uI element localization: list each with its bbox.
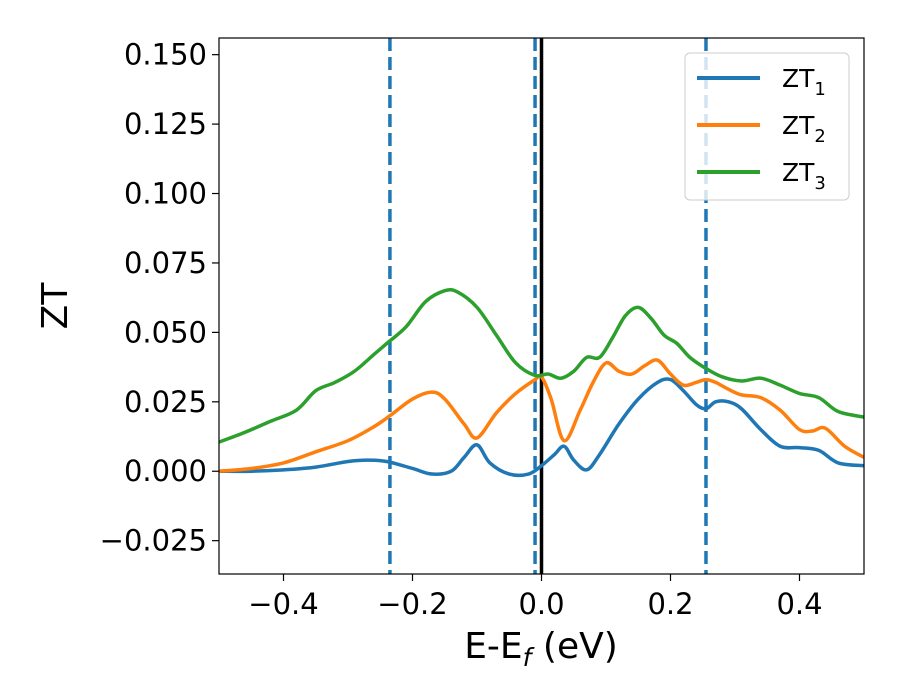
x-axis-title: E-Ef (eV) (464, 626, 618, 672)
y-tick-label: 0.150 (124, 38, 207, 72)
legend-box (684, 52, 850, 201)
y-tick-label: −0.025 (100, 524, 207, 558)
x-tick-label: −0.4 (248, 587, 318, 621)
legend-label-ZT3: ZT3 (782, 158, 826, 194)
x-tick-label: 0.4 (776, 587, 822, 621)
y-axis: −0.025 0.000 0.025 0.050 0.075 0.100 0.125 0.15… (100, 38, 219, 558)
y-tick-label: 0.050 (124, 315, 207, 349)
legend-label-ZT1: ZT1 (782, 64, 826, 100)
series-lines (219, 287, 864, 477)
reference-lines (388, 38, 708, 574)
legend-label-ZT2: ZT2 (782, 111, 826, 147)
x-tick-label: −0.2 (377, 587, 447, 621)
series-line-ZT2 (219, 358, 864, 473)
series-line-ZT3 (219, 287, 864, 444)
y-tick-label: 0.000 (124, 454, 207, 488)
y-tick-label: 0.100 (124, 177, 207, 211)
legend: ZT1 ZT2 ZT3 (684, 52, 850, 201)
x-axis: −0.4 −0.2 0.0 0.2 0.4 (248, 574, 823, 621)
y-tick-label: 0.075 (124, 246, 207, 280)
x-tick-label: 0.0 (518, 587, 564, 621)
x-tick-label: 0.2 (647, 587, 693, 621)
y-tick-label: 0.025 (124, 385, 207, 419)
y-tick-label: 0.125 (124, 107, 207, 141)
y-axis-title: ZT (35, 282, 76, 330)
series-line-ZT1 (219, 377, 864, 477)
